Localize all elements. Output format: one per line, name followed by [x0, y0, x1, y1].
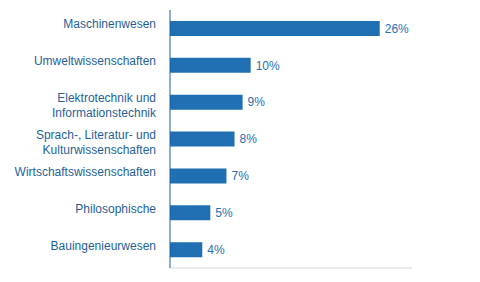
- svg-text:Philosophische: Philosophische: [75, 202, 156, 216]
- svg-text:4%: 4%: [207, 243, 225, 257]
- svg-text:Elektrotechnik undInformations: Elektrotechnik undInformationstechnik: [52, 91, 157, 120]
- svg-text:Wirtschaftswissenschaften: Wirtschaftswissenschaften: [15, 165, 156, 179]
- svg-text:Maschinenwesen: Maschinenwesen: [63, 17, 156, 31]
- svg-text:Umweltwissenschaften: Umweltwissenschaften: [34, 54, 156, 68]
- svg-text:26%: 26%: [385, 22, 409, 36]
- svg-text:10%: 10%: [256, 59, 280, 73]
- svg-text:7%: 7%: [231, 169, 249, 183]
- svg-text:8%: 8%: [240, 132, 258, 146]
- svg-text:5%: 5%: [215, 206, 233, 220]
- svg-text:Sprach-, Literatur- undKulturw: Sprach-, Literatur- undKulturwissenschaf…: [36, 128, 156, 157]
- svg-text:9%: 9%: [248, 95, 266, 109]
- svg-text:Bauingenieurwesen: Bauingenieurwesen: [51, 239, 156, 253]
